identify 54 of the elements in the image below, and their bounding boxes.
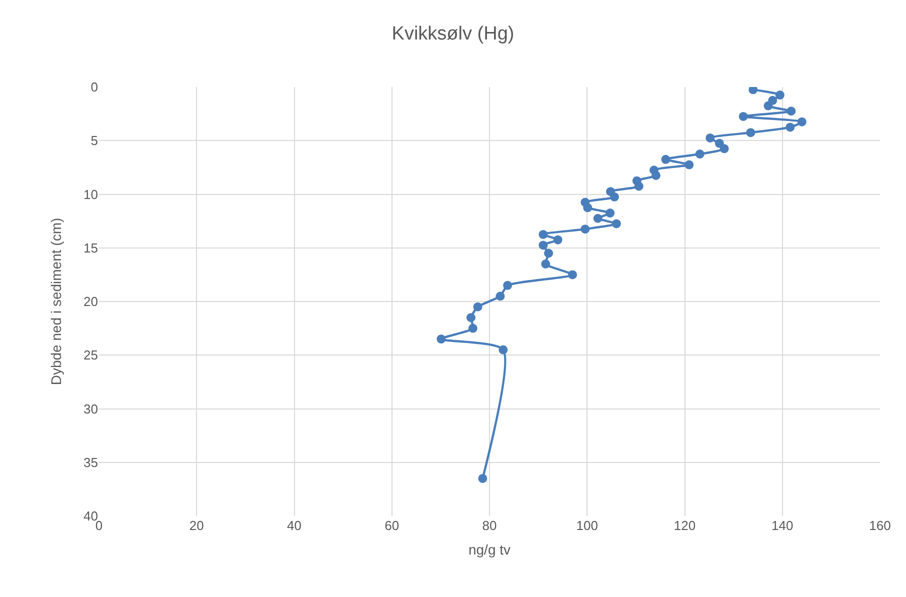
point [661,154,670,164]
point [503,280,512,290]
y-tick-label: 15 [84,240,98,256]
y-tick-label: 20 [84,294,98,310]
point [634,182,644,191]
point [583,203,592,212]
point [544,248,554,258]
chart-title: Kvikksølv (Hg) [392,23,514,44]
point [568,270,577,280]
point [466,313,476,322]
point [606,208,615,218]
y-tick-label: 5 [90,133,98,148]
point [775,90,784,100]
point [720,144,729,154]
y-axis-title: Dybde ned i sediment (cm) [48,218,64,386]
point [496,292,505,301]
point [746,128,756,138]
point [764,101,773,110]
y-tick-label: 30 [84,401,98,416]
x-tick-label: 20 [189,518,204,533]
point [593,214,602,223]
point [610,192,619,202]
point [580,224,590,234]
point [695,150,704,159]
point [706,133,715,142]
point [538,230,548,239]
point [436,334,446,344]
point [786,122,795,132]
x-axis-title: ng/g tv [468,541,511,558]
x-tick-label: 160 [869,518,891,533]
y-tick-label: 25 [84,348,98,363]
x-tick-label: 40 [287,518,302,533]
point [498,345,508,354]
point [684,160,694,170]
point [738,112,748,121]
x-tick-label: 80 [482,518,497,533]
point [468,324,478,333]
x-tick-label: 100 [576,518,598,533]
point [553,235,562,244]
point [612,219,621,228]
x-tick-label: 60 [384,518,400,533]
point [786,106,796,116]
y-tick-label: 0 [90,80,98,95]
point [538,240,548,250]
point [541,259,550,268]
point [748,87,758,94]
point [651,170,660,180]
y-tick-label: 35 [84,454,98,470]
x-tick-label: 140 [772,518,794,533]
point [478,474,488,483]
y-tick-label: 10 [84,186,98,202]
point [473,302,482,312]
point [797,117,806,126]
x-tick-label: 120 [674,518,696,533]
